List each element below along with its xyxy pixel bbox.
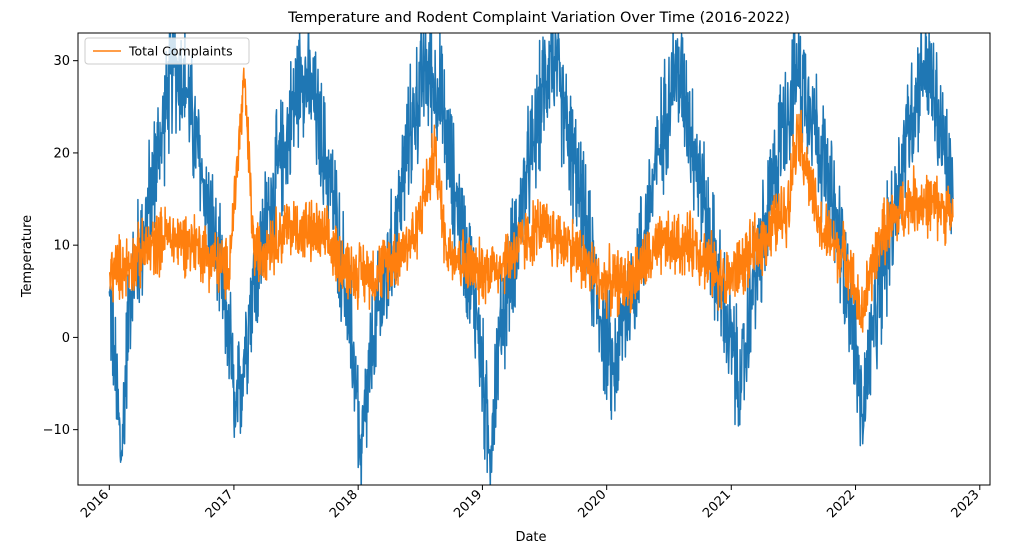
x-tick-label: 2019 [451,487,485,521]
plot-frame [77,32,991,486]
y-tick-label: 0 [62,331,70,346]
x-tick-label: 2021 [700,487,734,521]
chart-title: Temperature and Rodent Complaint Variati… [287,10,790,26]
legend-entry: Total Complaints [128,44,233,59]
y-tick-label: 10 [53,239,70,254]
x-tick-label: 2017 [203,487,237,521]
series-line-0 [108,33,954,485]
y-tick-label: −10 [43,423,70,438]
y-axis-label: Temperature [20,215,35,298]
x-tick-label: 2018 [327,487,361,521]
x-tick-label: 2022 [824,487,858,521]
series-line-1 [108,67,954,333]
y-tick-label: 20 [53,146,70,161]
x-axis-label: Date [515,530,546,545]
x-tick-label: 2020 [576,487,610,521]
y-tick-label: 30 [53,54,70,69]
x-tick-label: 2023 [949,487,983,521]
legend-box [84,37,250,65]
x-tick-label: 2016 [78,487,112,521]
